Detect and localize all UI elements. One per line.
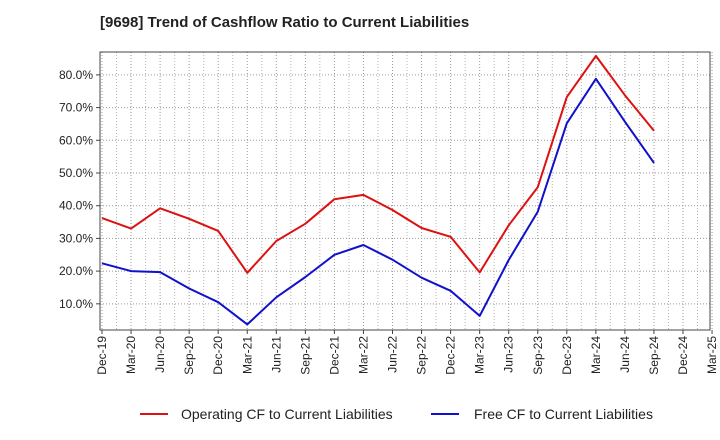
y-tick-label: 40.0% <box>59 199 93 213</box>
y-tick-label: 30.0% <box>59 231 93 245</box>
x-tick-label: Jun-22 <box>386 336 400 373</box>
plot-frame <box>99 51 711 331</box>
x-tick-label: Sep-21 <box>298 336 312 375</box>
y-tick-label: 50.0% <box>59 166 93 180</box>
x-tick-label: Dec-21 <box>327 336 341 375</box>
y-tick-label: 10.0% <box>59 297 93 311</box>
x-tick-label: Jun-21 <box>269 336 283 373</box>
x-tick-label: Dec-23 <box>560 336 574 375</box>
series-layer <box>101 54 655 326</box>
x-tick-label: Mar-21 <box>240 336 254 374</box>
x-tick-label: Jun-23 <box>502 336 516 373</box>
x-tick-label: Mar-20 <box>124 336 138 374</box>
legend-label-operating-cf: Operating CF to Current Liabilities <box>181 406 393 422</box>
x-tick-label: Sep-22 <box>415 336 429 375</box>
x-axis: Dec-19 Mar-20 Jun-20 Sep-20 Dec-20 Mar-21 Jun-… <box>95 330 719 375</box>
x-tick-label: Dec-19 <box>95 336 109 375</box>
x-tick-label: Dec-20 <box>211 336 225 375</box>
x-tick-label: Mar-25 <box>705 336 719 374</box>
legend: Operating CF to Current Liabilities Free… <box>140 406 653 422</box>
y-tick-label: 20.0% <box>59 264 93 278</box>
x-tick-label: Dec-24 <box>676 336 690 375</box>
y-axis: 10.0% 20.0% 30.0% 40.0% 50.0% 60.0% 70.0% 80.0% <box>59 68 100 311</box>
x-tick-label: Sep-24 <box>647 336 661 375</box>
x-tick-label: Dec-22 <box>444 336 458 375</box>
x-tick-label: Sep-23 <box>531 336 545 375</box>
x-tick-label: Jun-24 <box>618 336 632 373</box>
plot-area <box>100 52 710 330</box>
y-tick-label: 80.0% <box>59 68 93 82</box>
series-line-operating-cf <box>101 54 655 274</box>
legend-label-free-cf: Free CF to Current Liabilities <box>474 406 653 422</box>
y-tick-label: 60.0% <box>59 133 93 147</box>
y-tick-label: 70.0% <box>59 101 93 115</box>
x-tick-label: Mar-23 <box>473 336 487 374</box>
series-line-free-cf <box>101 77 655 326</box>
x-tick-label: Mar-22 <box>356 336 370 374</box>
x-tick-label: Mar-24 <box>589 336 603 374</box>
x-tick-label: Sep-20 <box>182 336 196 375</box>
x-tick-label: Jun-20 <box>153 336 167 373</box>
chart-title: [9698] Trend of Cashflow Ratio to Curren… <box>100 14 470 31</box>
